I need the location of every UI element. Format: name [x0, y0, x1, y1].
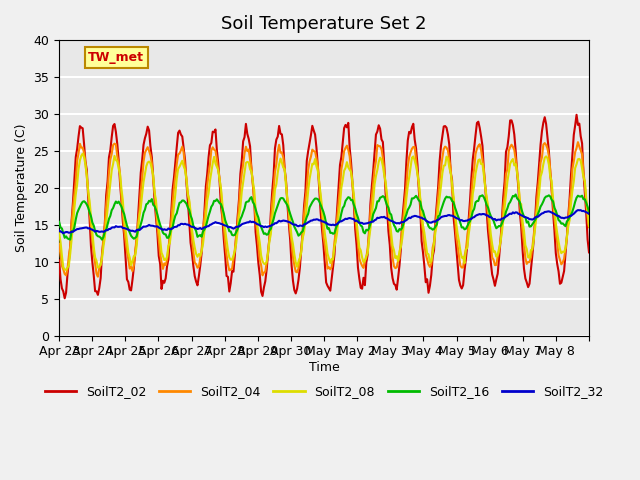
SoilT2_32: [55, 228, 63, 233]
SoilT2_08: [79, 151, 86, 156]
SoilT2_08: [584, 208, 591, 214]
SoilT2_02: [61, 295, 68, 301]
Text: TW_met: TW_met: [88, 51, 144, 64]
SoilT2_16: [329, 231, 337, 237]
SoilT2_32: [60, 230, 67, 236]
SoilT2_16: [74, 210, 81, 216]
SoilT2_32: [574, 207, 582, 213]
SoilT2_16: [585, 209, 593, 215]
SoilT2_16: [98, 237, 106, 242]
Legend: SoilT2_02, SoilT2_04, SoilT2_08, SoilT2_16, SoilT2_32: SoilT2_02, SoilT2_04, SoilT2_08, SoilT2_…: [40, 380, 608, 403]
SoilT2_04: [584, 214, 591, 220]
SoilT2_04: [585, 224, 593, 230]
SoilT2_02: [435, 183, 442, 189]
SoilT2_02: [329, 264, 337, 270]
SoilT2_04: [435, 192, 442, 198]
Line: SoilT2_16: SoilT2_16: [59, 194, 589, 240]
SoilT2_02: [513, 169, 521, 175]
Line: SoilT2_08: SoilT2_08: [59, 154, 589, 270]
SoilT2_16: [512, 192, 520, 197]
SoilT2_16: [55, 219, 63, 225]
SoilT2_04: [513, 166, 521, 172]
SoilT2_04: [74, 158, 81, 164]
SoilT2_02: [573, 112, 580, 118]
SoilT2_02: [585, 250, 593, 255]
SoilT2_04: [55, 241, 63, 247]
SoilT2_16: [515, 197, 522, 203]
SoilT2_32: [435, 217, 442, 223]
SoilT2_08: [75, 167, 83, 172]
X-axis label: Time: Time: [308, 361, 339, 374]
SoilT2_04: [94, 274, 102, 279]
SoilT2_32: [584, 210, 591, 216]
SoilT2_16: [435, 213, 442, 219]
Y-axis label: Soil Temperature (C): Soil Temperature (C): [15, 124, 28, 252]
SoilT2_16: [90, 223, 97, 228]
SoilT2_16: [584, 204, 591, 210]
SoilT2_08: [515, 179, 522, 185]
Line: SoilT2_32: SoilT2_32: [59, 210, 589, 233]
SoilT2_08: [62, 267, 70, 273]
SoilT2_02: [55, 257, 63, 263]
SoilT2_32: [75, 226, 83, 232]
SoilT2_08: [331, 244, 339, 250]
Line: SoilT2_02: SoilT2_02: [59, 115, 589, 298]
SoilT2_08: [436, 195, 444, 201]
SoilT2_02: [92, 288, 99, 294]
SoilT2_32: [329, 222, 337, 228]
SoilT2_02: [75, 133, 83, 139]
SoilT2_32: [585, 211, 593, 217]
SoilT2_04: [574, 139, 582, 145]
SoilT2_04: [90, 251, 97, 256]
SoilT2_08: [55, 230, 63, 236]
SoilT2_08: [585, 223, 593, 229]
SoilT2_04: [329, 254, 337, 260]
SoilT2_32: [92, 229, 99, 235]
Title: Soil Temperature Set 2: Soil Temperature Set 2: [221, 15, 427, 33]
Line: SoilT2_04: SoilT2_04: [59, 142, 589, 276]
SoilT2_02: [584, 237, 591, 242]
SoilT2_08: [93, 258, 100, 264]
SoilT2_32: [513, 210, 521, 216]
